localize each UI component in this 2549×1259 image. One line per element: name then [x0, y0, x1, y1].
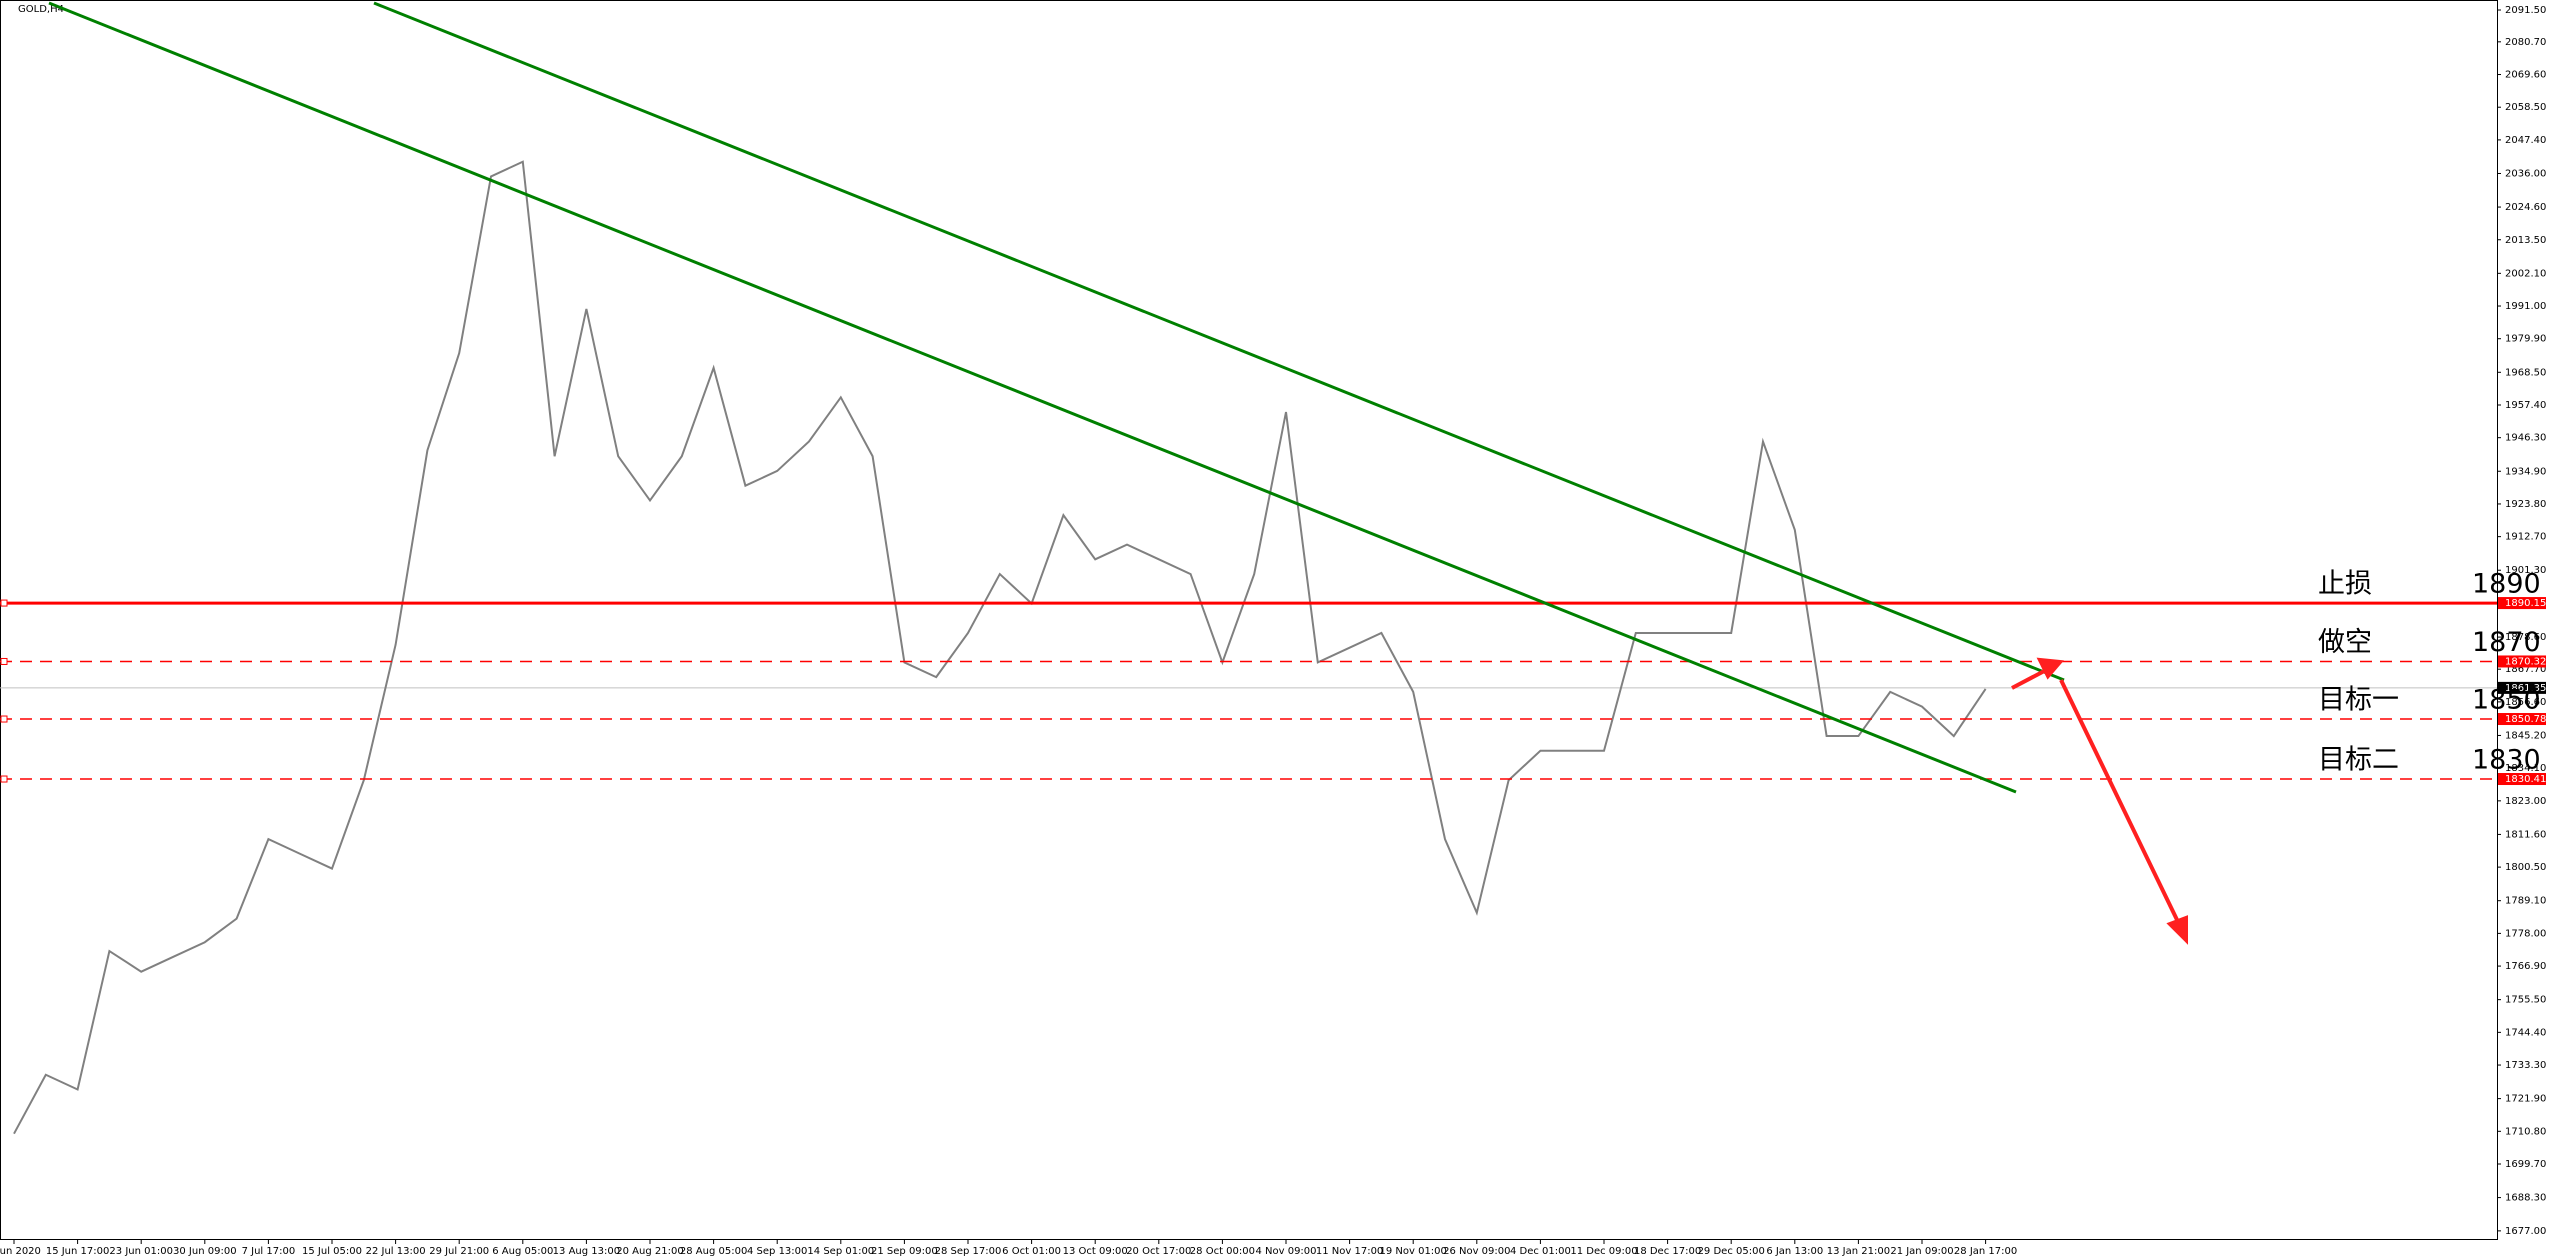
x-tick-label: 13 Jan 21:00	[1827, 1246, 1890, 1257]
level-annotation: 止损	[2318, 569, 2372, 600]
x-tick-label: 30 Jun 09:00	[173, 1246, 237, 1257]
level-tag-label: 1830.41	[2505, 774, 2546, 785]
x-tick-label: 4 Dec 01:00	[1510, 1246, 1571, 1257]
level-handle	[0, 599, 8, 607]
y-tick-label: 1856.60	[2505, 697, 2546, 708]
y-tick-label: 1968.50	[2505, 367, 2546, 378]
y-tick-label: 1789.10	[2505, 896, 2546, 907]
y-tick-label: 1721.90	[2505, 1094, 2546, 1105]
x-tick-label: 11 Dec 09:00	[1570, 1246, 1637, 1257]
y-tick-label: 1755.50	[2505, 995, 2546, 1006]
level-tag	[2498, 773, 2546, 786]
y-tick-label: 1912.70	[2505, 532, 2546, 543]
level-handle	[0, 715, 8, 723]
y-tick-label: 2036.00	[2505, 168, 2546, 179]
y-tick-label: 2013.50	[2505, 235, 2546, 246]
level-handle	[0, 657, 8, 665]
x-tick-label: 18 Dec 17:00	[1634, 1246, 1701, 1257]
level-tag-label: 1890.15	[2505, 598, 2546, 609]
y-tick-label: 1811.60	[2505, 829, 2546, 840]
y-tick-label: 1744.40	[2505, 1027, 2546, 1038]
x-tick-label: 19 Nov 01:00	[1379, 1246, 1446, 1257]
y-tick-label: 1867.70	[2505, 664, 2546, 675]
y-tick-label: 2024.60	[2505, 202, 2546, 213]
x-tick-label: 29 Dec 05:00	[1698, 1246, 1765, 1257]
y-tick-label: 1699.70	[2505, 1159, 2546, 1170]
level-handle	[0, 775, 8, 783]
x-tick-label: 7 Jul 17:00	[242, 1246, 296, 1257]
y-tick-label: 1778.00	[2505, 928, 2546, 939]
y-tick-label: 2069.60	[2505, 70, 2546, 81]
y-tick-label: 1710.80	[2505, 1126, 2546, 1137]
level-annotation-value: 1890	[2472, 569, 2541, 600]
price-line	[13, 160, 1987, 1135]
y-tick-label: 1766.90	[2505, 961, 2546, 972]
x-tick-label: 23 Jun 01:00	[109, 1246, 173, 1257]
level-annotation-value: 1870	[2472, 627, 2541, 658]
trendline	[48, 1, 2017, 794]
y-tick-label: 1934.90	[2505, 466, 2546, 477]
level-annotation: 目标一	[2318, 685, 2399, 716]
y-tick-label: 1834.10	[2505, 763, 2546, 774]
level-tag	[2498, 597, 2546, 610]
y-tick-label: 1800.50	[2505, 862, 2546, 873]
y-tick-label: 1878.60	[2505, 632, 2546, 643]
y-tick-label: 2047.40	[2505, 135, 2546, 146]
x-tick-label: 4 Sep 13:00	[747, 1246, 807, 1257]
level-tag-label: 1870.32	[2505, 656, 2546, 667]
y-tick-label: 1823.00	[2505, 796, 2546, 807]
price-tag	[2498, 681, 2546, 694]
x-tick-label: 20 Aug 21:00	[616, 1246, 683, 1257]
x-tick-label: 4 Nov 09:00	[1255, 1246, 1316, 1257]
y-tick-label: 1979.90	[2505, 334, 2546, 345]
price-tag-label: 1861.35	[2505, 683, 2546, 694]
level-tag-label: 1850.78	[2505, 714, 2546, 725]
x-tick-label: 6 Aug 05:00	[492, 1246, 553, 1257]
x-tick-label: 15 Jul 05:00	[302, 1246, 362, 1257]
y-tick-label: 1923.80	[2505, 499, 2546, 510]
x-tick-label: 13 Oct 09:00	[1063, 1246, 1128, 1257]
x-tick-label: 20 Oct 17:00	[1126, 1246, 1191, 1257]
x-tick-label: 21 Jan 09:00	[1890, 1246, 1953, 1257]
y-tick-label: 2091.50	[2505, 5, 2546, 16]
y-tick-label: 1946.30	[2505, 433, 2546, 444]
chart-title: GOLD,H4	[18, 4, 64, 15]
x-tick-label: 21 Sep 09:00	[871, 1246, 938, 1257]
y-tick-label: 2058.50	[2505, 102, 2546, 113]
y-tick-label: 1901.30	[2505, 565, 2546, 576]
x-tick-label: 28 Jan 17:00	[1954, 1246, 2017, 1257]
plot-frame	[0, 0, 2498, 1240]
x-tick-label: 28 Oct 00:00	[1190, 1246, 1255, 1257]
y-tick-label: 1957.40	[2505, 400, 2546, 411]
y-tick-label: 1677.00	[2505, 1226, 2546, 1237]
x-tick-label: 6 Oct 01:00	[1002, 1246, 1061, 1257]
x-tick-label: 11 Nov 17:00	[1316, 1246, 1383, 1257]
y-tick-label: 1688.30	[2505, 1193, 2546, 1204]
y-tick-label: 2002.10	[2505, 268, 2546, 279]
y-tick-label: 1991.00	[2505, 301, 2546, 312]
x-tick-label: 6 Jan 13:00	[1766, 1246, 1823, 1257]
x-tick-label: 14 Sep 01:00	[807, 1246, 874, 1257]
x-tick-label: 28 Sep 17:00	[935, 1246, 1002, 1257]
level-annotation: 目标二	[2318, 745, 2399, 776]
x-tick-label: 15 Jun 17:00	[46, 1246, 110, 1257]
level-annotation-value: 1850	[2472, 685, 2541, 716]
x-tick-label: 29 Jul 21:00	[429, 1246, 489, 1257]
x-tick-label: 8 Jun 2020	[0, 1246, 41, 1257]
x-tick-label: 28 Aug 05:00	[680, 1246, 747, 1257]
level-tag	[2498, 655, 2546, 668]
y-tick-label: 1845.20	[2505, 730, 2546, 741]
x-tick-label: 22 Jul 13:00	[366, 1246, 426, 1257]
level-tag	[2498, 713, 2546, 726]
level-annotation: 做空	[2318, 627, 2372, 658]
x-tick-label: 26 Nov 09:00	[1443, 1246, 1510, 1257]
y-tick-label: 2080.70	[2505, 37, 2546, 48]
level-annotation-value: 1830	[2472, 745, 2541, 776]
arrow	[2011, 657, 2188, 945]
y-tick-label: 1733.30	[2505, 1060, 2546, 1071]
x-tick-label: 13 Aug 13:00	[553, 1246, 620, 1257]
trendline	[373, 1, 2065, 682]
